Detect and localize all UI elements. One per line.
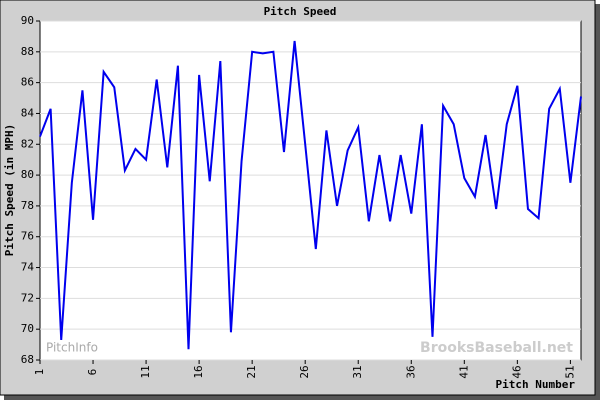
x-axis-title: Pitch Number bbox=[496, 378, 576, 391]
watermark: BrooksBaseball.net bbox=[420, 340, 573, 356]
x-tick-label: 21 bbox=[245, 365, 258, 378]
x-tick-label: 46 bbox=[510, 365, 523, 378]
x-tick-label: 51 bbox=[563, 365, 576, 378]
y-tick-label: 70 bbox=[21, 322, 34, 335]
x-tick-label: 11 bbox=[139, 365, 152, 378]
y-tick-label: 68 bbox=[21, 353, 34, 366]
y-tick-label: 84 bbox=[21, 106, 35, 119]
x-tick-label: 26 bbox=[298, 365, 311, 378]
y-tick-label: 74 bbox=[21, 261, 35, 274]
y-axis-title: Pitch Speed (in MPH) bbox=[3, 124, 16, 256]
y-tick-label: 88 bbox=[21, 45, 34, 58]
x-tick-label: 31 bbox=[351, 365, 364, 378]
y-tick-label: 90 bbox=[21, 14, 34, 27]
y-tick-label: 82 bbox=[21, 137, 34, 150]
y-tick-label: 72 bbox=[21, 291, 34, 304]
y-tick-label: 80 bbox=[21, 168, 34, 181]
x-tick-label: 36 bbox=[404, 365, 417, 378]
x-tick-label: 1 bbox=[33, 369, 46, 376]
x-tick-label: 16 bbox=[192, 365, 205, 378]
y-tick-label: 86 bbox=[21, 76, 34, 89]
y-tick-label: 78 bbox=[21, 199, 34, 212]
x-tick-label: 6 bbox=[86, 369, 99, 376]
data-line bbox=[39, 40, 582, 350]
x-tick-label: 41 bbox=[457, 365, 470, 378]
chart-title: Pitch Speed bbox=[264, 5, 337, 18]
y-tick-label: 76 bbox=[21, 230, 34, 243]
watermark: PitchInfo bbox=[46, 341, 98, 355]
